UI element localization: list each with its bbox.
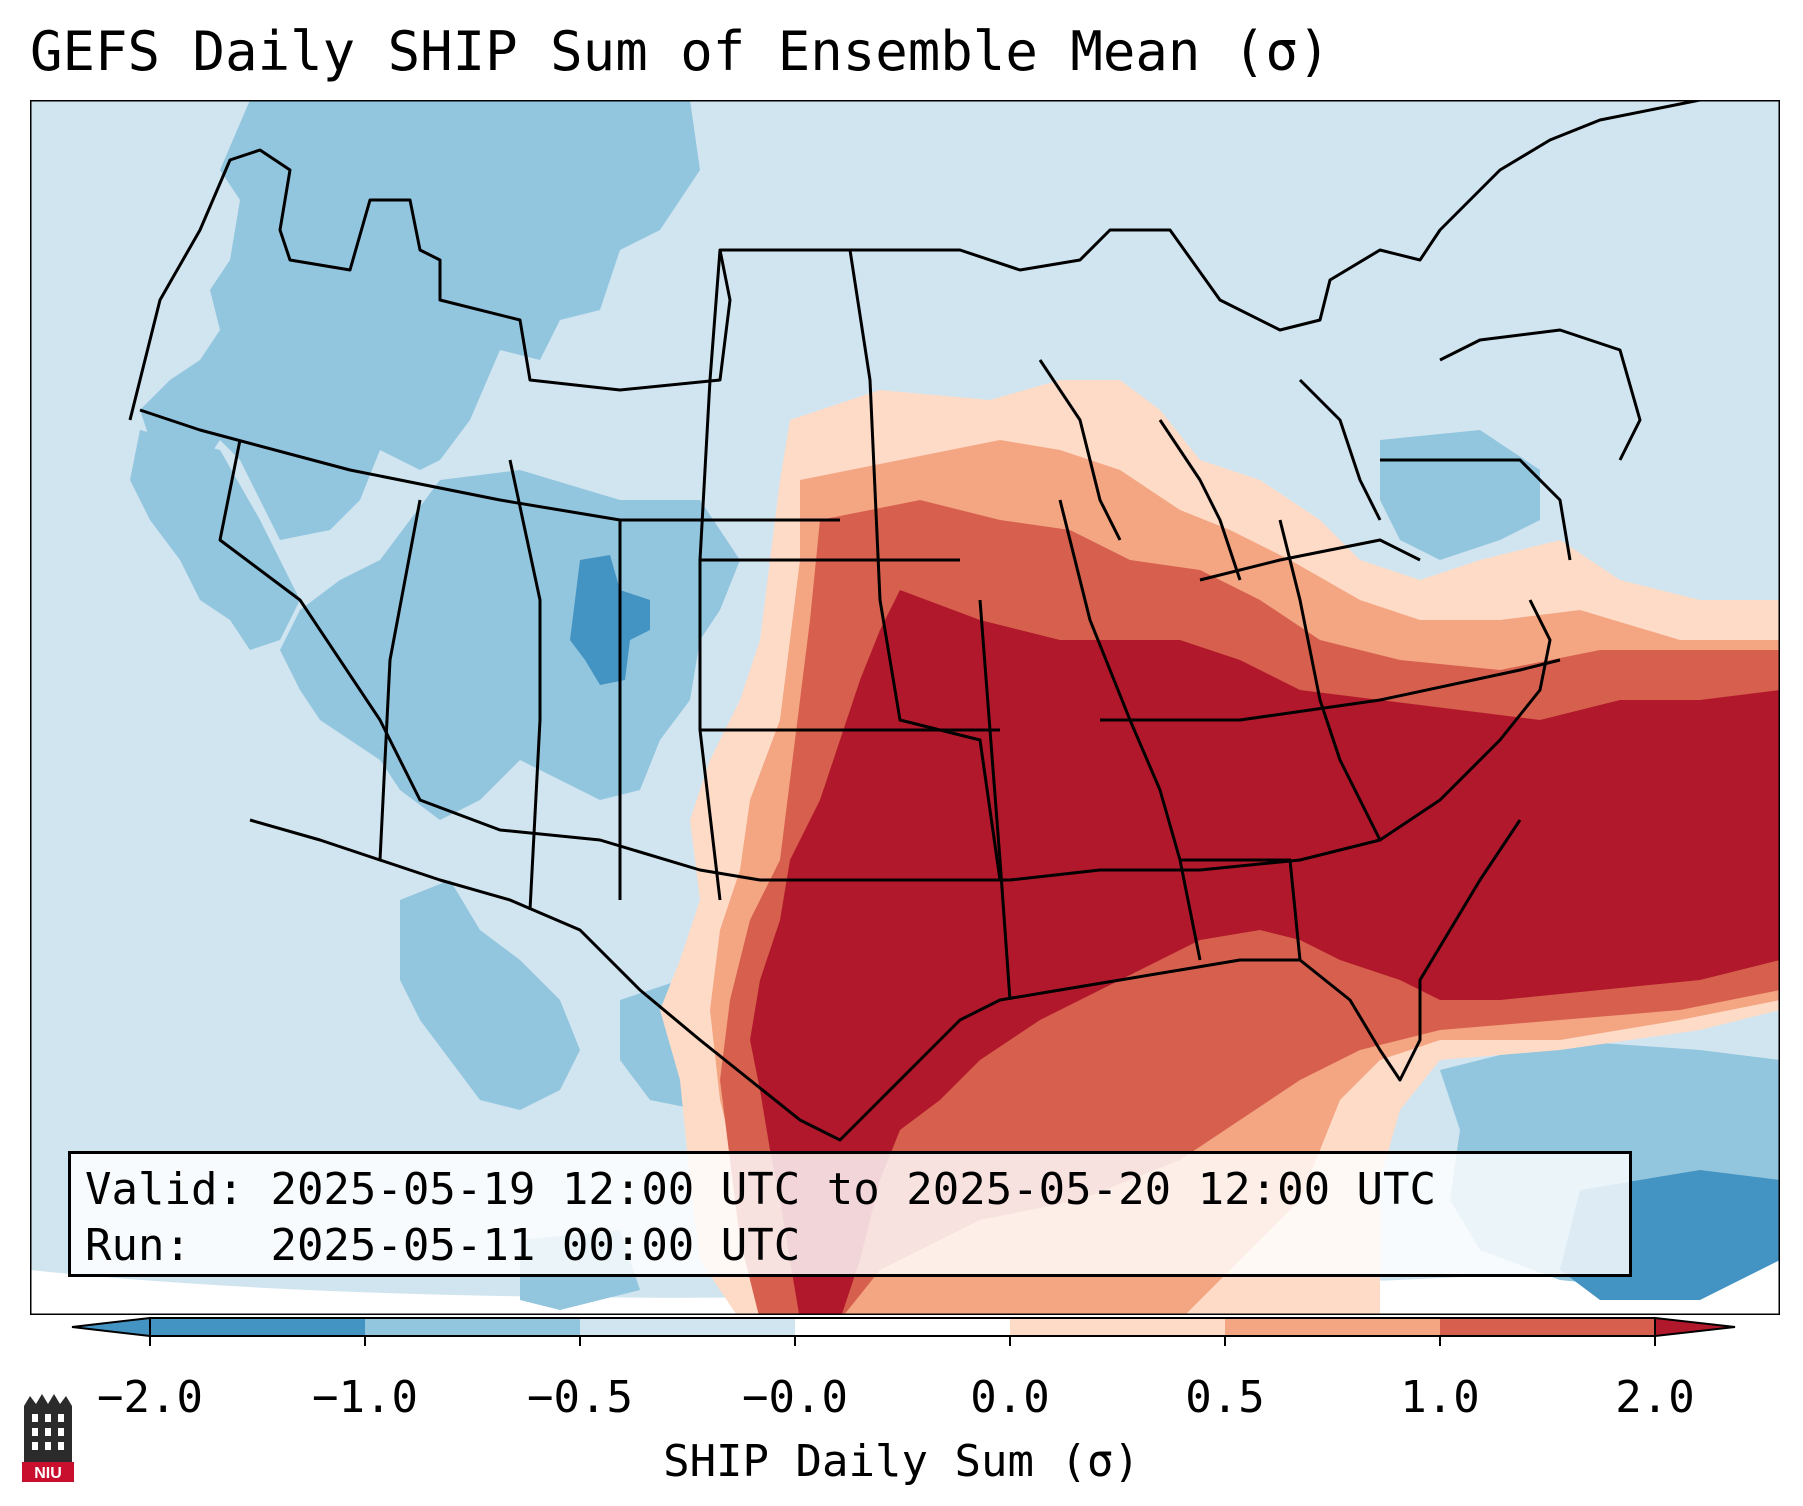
colorbar-extend-low [71, 1316, 151, 1338]
valid-value: 2025-05-19 12:00 UTC to 2025-05-20 12:00… [270, 1164, 1437, 1215]
valid-run-box: Valid: 2025-05-19 12:00 UTC to 2025-05-2… [68, 1151, 1632, 1277]
field-extreme-positive [750, 590, 1780, 1315]
colorbar-tick-label: 0.0 [970, 1372, 1050, 1423]
colorbar-tick-label: −1.0 [312, 1372, 418, 1423]
colorbar-segment [795, 1318, 1010, 1336]
colorbar-tick-label: −0.0 [742, 1372, 848, 1423]
colorbar-label: SHIP Daily Sum (σ) [663, 1436, 1140, 1487]
state-boundaries [128, 100, 1701, 1142]
colorbar-tick-label: 0.5 [1185, 1372, 1265, 1423]
colorbar-tick-label: −0.5 [527, 1372, 633, 1423]
map-panel [30, 100, 1780, 1315]
colorbar-tick-label: −2.0 [97, 1372, 203, 1423]
logo-text: NIU [34, 1465, 62, 1482]
page-title: GEFS Daily SHIP Sum of Ensemble Mean (σ) [30, 20, 1331, 83]
colorbar-segment [580, 1318, 795, 1336]
colorbar-extend-high [1654, 1316, 1736, 1338]
colorbar-segment [1010, 1318, 1225, 1336]
colorbar-segment [1225, 1318, 1440, 1336]
valid-label: Valid: [85, 1164, 244, 1215]
colorbar-frame [149, 1317, 1656, 1337]
colorbar-tick-label: 1.0 [1400, 1372, 1480, 1423]
colorbar-segment [365, 1318, 580, 1336]
colorbar-segment [150, 1318, 365, 1336]
run-label: Run: [85, 1220, 191, 1271]
run-value: 2025-05-11 00:00 UTC [270, 1220, 801, 1271]
colorbar-segment [1440, 1318, 1655, 1336]
niu-logo: NIU [22, 1394, 74, 1482]
colorbar [71, 1316, 1736, 1346]
colorbar-tick-label: 2.0 [1615, 1372, 1695, 1423]
colorbar-ticks [149, 1336, 1656, 1346]
